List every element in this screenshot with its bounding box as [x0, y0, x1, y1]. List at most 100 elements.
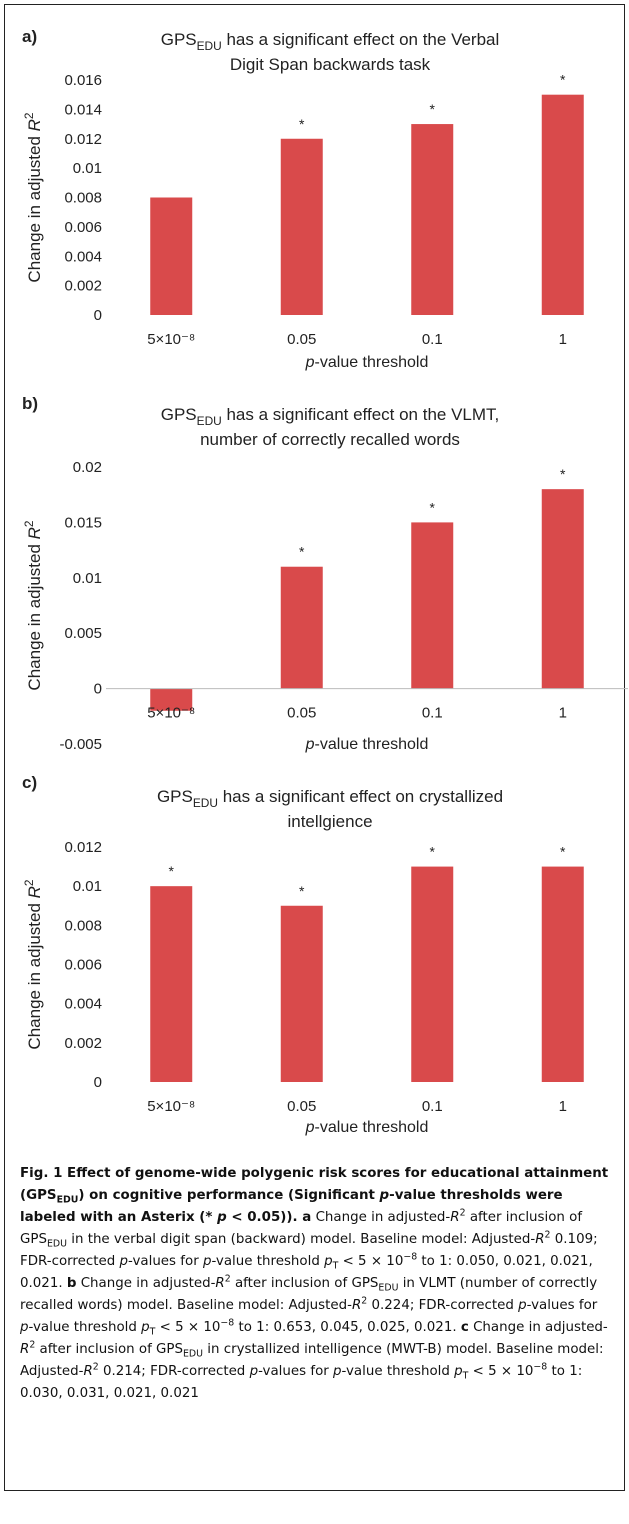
y-axis-label-part: 2: [22, 879, 36, 886]
caption-text: p: [333, 1364, 342, 1379]
bar: [150, 197, 193, 315]
caption: Fig. 1 Effect of genome-wide polygenic r…: [20, 1163, 612, 1405]
y-tick-label: 0.01: [73, 878, 102, 895]
x-tick-label: 0.1: [422, 1098, 443, 1115]
chart-title: Digit Span backwards task: [230, 55, 431, 74]
caption-text: EDU: [183, 1348, 204, 1360]
caption-text: < 5 × 10: [338, 1254, 404, 1269]
significance-marker: *: [430, 101, 436, 117]
x-tick-label: 1: [559, 331, 567, 348]
caption-text: p: [379, 1188, 390, 1203]
caption-text: Change in adjusted-: [468, 1320, 608, 1335]
significance-marker: *: [560, 466, 566, 482]
caption-text: in crystallized intelligence (MWT-B) mod…: [20, 1342, 604, 1379]
panel-label: a): [22, 27, 37, 46]
y-tick-label: 0.012: [64, 131, 102, 148]
caption-text: p: [324, 1254, 333, 1269]
caption-text: EDU: [56, 1194, 79, 1206]
x-axis-label-part: -value threshold: [315, 354, 429, 371]
significance-marker: *: [169, 863, 175, 879]
caption-text: 0.109; FDR-corrected: [20, 1232, 598, 1269]
caption-text: to 1: 0.653, 0.045, 0.025, 0.021.: [234, 1320, 461, 1335]
caption-text: p: [249, 1364, 259, 1379]
bar: [150, 688, 193, 711]
caption-text: −8: [403, 1251, 418, 1263]
y-axis-label-part: R: [25, 527, 44, 539]
caption-text: R: [215, 1276, 225, 1291]
y-axis-label-part: Change in adjusted: [25, 898, 44, 1049]
caption-text: a: [302, 1210, 312, 1225]
chart-title-part: GPS: [161, 30, 197, 49]
y-axis-label: Change in adjusted R2: [22, 879, 44, 1050]
y-axis-label-part: 2: [22, 520, 36, 527]
caption-text: Fig. 1 Effect of genome-wide polygenic r…: [20, 1166, 609, 1203]
caption-text: < 0.05)).: [226, 1210, 303, 1225]
bar: [541, 489, 584, 689]
caption-text: 2: [361, 1295, 368, 1307]
chart-title-part: number of correctly recalled words: [200, 430, 460, 449]
y-tick-label: 0.002: [64, 1035, 102, 1052]
y-tick-label: 0.02: [73, 459, 102, 476]
y-axis-label-part: Change in adjusted: [25, 539, 44, 690]
caption-text: R: [83, 1364, 93, 1379]
caption-text: −8: [533, 1361, 548, 1373]
caption-text: EDU: [378, 1282, 399, 1294]
caption-text: < 5 × 10: [468, 1364, 534, 1379]
y-tick-label: 0: [94, 307, 102, 324]
caption-text: ) on cognitive performance (Significant: [78, 1188, 380, 1203]
panel-label: b): [22, 394, 38, 413]
significance-marker: *: [560, 844, 566, 860]
chart-title: GPSEDU has a significant effect on the V…: [161, 30, 500, 53]
bar: [280, 566, 323, 689]
caption-text: 2: [544, 1229, 551, 1241]
x-axis-label: p-value threshold: [305, 736, 429, 753]
panel-label: c): [22, 773, 37, 792]
y-axis-label-part: 2: [22, 112, 36, 119]
y-tick-label: 0.006: [64, 957, 102, 974]
x-tick-label: 0.05: [287, 705, 316, 722]
x-tick-label: 0.1: [422, 331, 443, 348]
x-axis-label: p-value threshold: [305, 1119, 429, 1136]
caption-text: 2: [459, 1207, 466, 1219]
x-tick-label: 5×10⁻⁸: [147, 331, 195, 348]
x-axis-label-part: p: [305, 1119, 315, 1136]
y-tick-label: -0.005: [59, 736, 102, 753]
caption-text: to 1: 0.050, 0.021, 0.021, 0.021.: [20, 1254, 593, 1291]
y-axis-label-part: R: [25, 119, 44, 131]
caption-text: p: [202, 1254, 212, 1269]
bar: [411, 522, 454, 689]
caption-text: T: [149, 1326, 156, 1338]
caption-text: p: [119, 1254, 129, 1269]
bar: [541, 94, 584, 315]
caption-text: EDU: [46, 1238, 67, 1250]
caption-text: after inclusion of GPS: [35, 1342, 183, 1357]
caption-text: -values for: [128, 1254, 203, 1269]
x-axis-label-part: -value threshold: [315, 1119, 429, 1136]
y-tick-label: 0.012: [64, 839, 102, 856]
x-axis-label-part: p: [305, 736, 315, 753]
caption-text: b: [66, 1276, 77, 1291]
significance-marker: *: [560, 72, 566, 88]
caption-text: p: [20, 1320, 29, 1335]
y-tick-label: 0.006: [64, 219, 102, 236]
chart-title: intellgience: [287, 812, 372, 831]
caption-text: -value thresholds were labeled with an A…: [20, 1188, 563, 1225]
x-axis-label-part: -value threshold: [315, 736, 429, 753]
caption-text: −8: [220, 1317, 235, 1329]
caption-text: 2: [224, 1273, 231, 1285]
y-tick-label: 0.015: [64, 514, 102, 531]
caption-text: Change in adjusted-: [311, 1210, 451, 1225]
y-tick-label: 0.016: [64, 72, 102, 89]
x-tick-label: 1: [559, 705, 567, 722]
caption-text: -values for: [526, 1298, 598, 1313]
caption-text: T: [332, 1260, 339, 1272]
y-tick-label: 0.01: [73, 570, 102, 587]
chart-title: number of correctly recalled words: [200, 430, 460, 449]
caption-text: -value threshold: [341, 1364, 455, 1379]
caption-text: T: [462, 1370, 469, 1382]
y-axis-label: Change in adjusted R2: [22, 520, 44, 691]
caption-text: in the verbal digit span (backward) mode…: [66, 1232, 536, 1247]
caption-text: 0.224; FDR-corrected: [367, 1298, 519, 1313]
